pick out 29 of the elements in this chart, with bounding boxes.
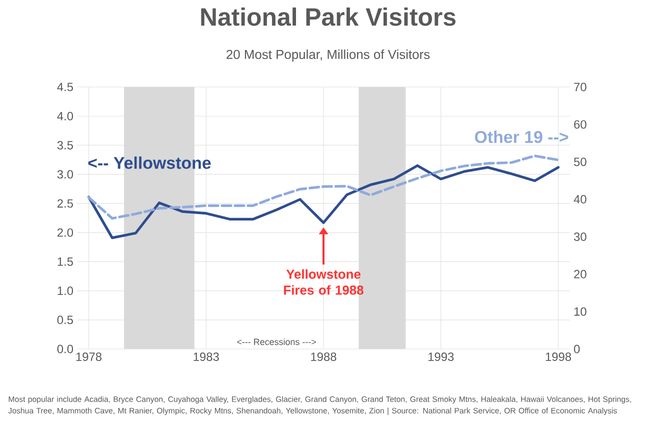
x-tick-label: 1983	[194, 352, 219, 361]
y-tick-label: 1.0	[58, 286, 74, 296]
y2-tick-label: 20	[574, 270, 586, 278]
x-tick-label: 1998	[546, 352, 572, 361]
y2-tick-label: 50	[574, 158, 586, 166]
y2-tick-label: 40	[574, 195, 586, 204]
y-tick-label: 1.5	[58, 258, 73, 266]
chart-subtitle: 20 Most Popular, Millions of Visitors	[226, 50, 430, 62]
y-tick-label: 3.0	[57, 170, 74, 179]
y-tick-label: 3.5	[57, 141, 73, 150]
y-tick-label: 0.0	[57, 344, 74, 354]
annotation: Yellowstone Fires of 1988	[284, 269, 364, 295]
y2-tick-label: 60	[574, 120, 586, 129]
series-label: <-- Yellowstone	[88, 156, 211, 169]
y2-tick-label: 30	[574, 232, 586, 241]
y2-tick-label: 70	[574, 82, 586, 92]
x-tick-label: 1978	[76, 352, 102, 361]
x-tick-label: 1988	[311, 352, 336, 361]
y2-tick-label: 0	[574, 344, 580, 354]
annotation: <--- Recessions --->	[237, 338, 316, 346]
x-tick-label: 1993	[428, 352, 454, 361]
chart-title: National Park Visitors	[201, 8, 456, 26]
y2-tick-label: 10	[574, 307, 586, 316]
y-tick-label: 4.5	[57, 82, 73, 92]
series-label: Other 19 -->	[474, 130, 568, 144]
y-tick-label: 0.5	[57, 316, 73, 324]
y-tick-label: 4.0	[57, 112, 74, 120]
y-tick-label: 2.0	[57, 228, 74, 237]
y-tick-label: 2.5	[57, 199, 73, 208]
